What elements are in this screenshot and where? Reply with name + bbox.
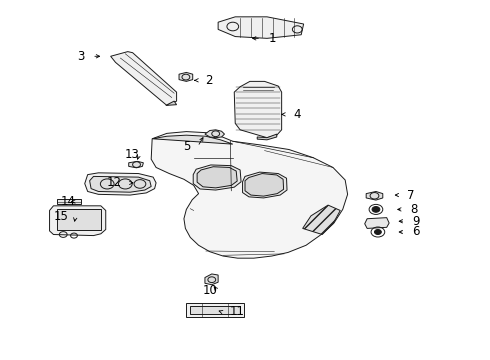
Polygon shape — [243, 172, 287, 198]
Polygon shape — [303, 205, 340, 234]
Text: 8: 8 — [410, 203, 417, 216]
Text: 10: 10 — [202, 284, 217, 297]
Polygon shape — [151, 132, 347, 258]
Circle shape — [372, 207, 380, 212]
Polygon shape — [152, 135, 233, 144]
Polygon shape — [129, 161, 144, 168]
Text: 11: 11 — [229, 306, 245, 319]
Circle shape — [374, 229, 381, 234]
Text: 14: 14 — [61, 195, 75, 208]
Polygon shape — [57, 210, 101, 230]
Polygon shape — [205, 274, 218, 285]
Polygon shape — [190, 306, 240, 314]
Polygon shape — [49, 206, 106, 235]
Polygon shape — [366, 192, 383, 200]
Text: 4: 4 — [293, 108, 300, 121]
Polygon shape — [166, 101, 176, 105]
Polygon shape — [197, 167, 237, 188]
Text: 9: 9 — [413, 215, 420, 228]
Polygon shape — [111, 51, 176, 105]
Polygon shape — [245, 174, 284, 196]
Polygon shape — [234, 81, 282, 138]
Text: 13: 13 — [124, 148, 139, 161]
Polygon shape — [57, 199, 81, 204]
Text: 5: 5 — [183, 140, 190, 153]
Text: 2: 2 — [205, 74, 213, 87]
Text: 12: 12 — [107, 176, 122, 189]
Polygon shape — [257, 134, 277, 140]
Polygon shape — [85, 173, 156, 195]
Text: 1: 1 — [269, 32, 276, 45]
Polygon shape — [193, 165, 241, 190]
Text: 6: 6 — [412, 225, 419, 238]
Polygon shape — [205, 130, 224, 138]
Polygon shape — [218, 17, 304, 39]
Text: 3: 3 — [77, 50, 85, 63]
Polygon shape — [90, 176, 151, 192]
Text: 15: 15 — [53, 210, 68, 223]
Text: 7: 7 — [407, 189, 415, 202]
Polygon shape — [179, 72, 193, 81]
Polygon shape — [186, 303, 244, 317]
Polygon shape — [365, 218, 389, 228]
